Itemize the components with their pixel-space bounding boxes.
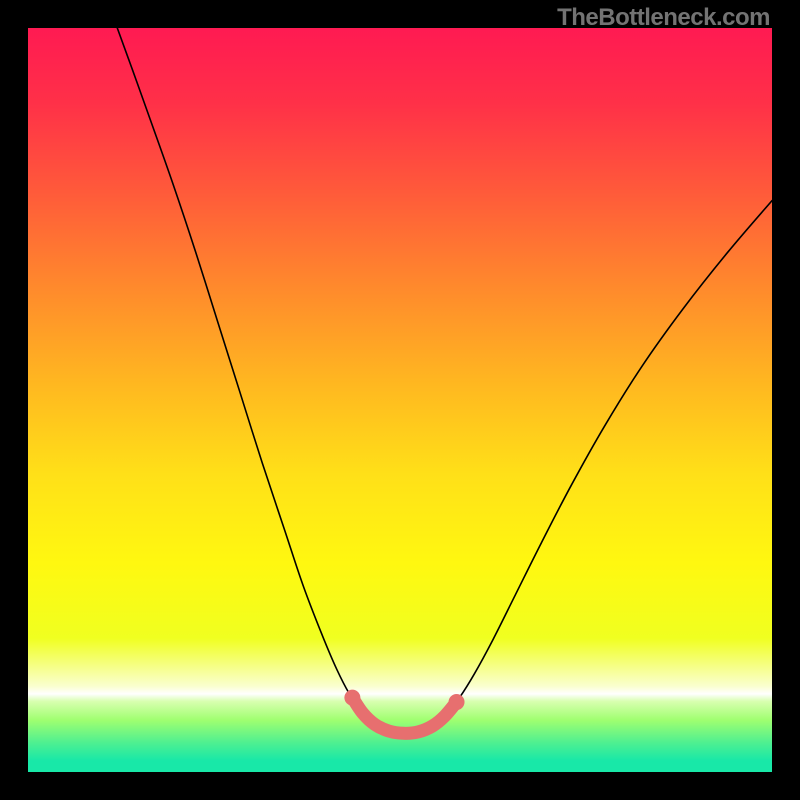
plot-background <box>28 28 772 772</box>
accent-end-dot <box>344 690 360 706</box>
chart-svg <box>0 0 800 800</box>
watermark-text: TheBottleneck.com <box>557 4 770 32</box>
accent-end-dot <box>449 694 465 710</box>
